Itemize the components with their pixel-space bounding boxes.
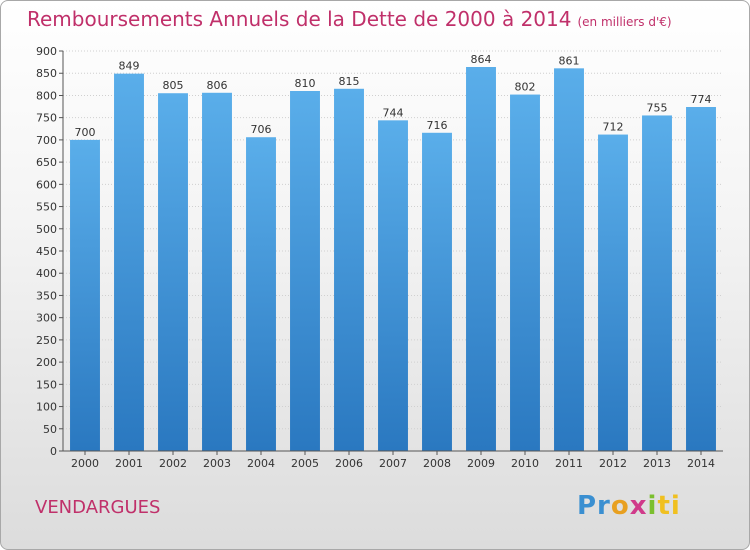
axis-layer: 0 50 100 150 200 250 300 350 400 450 500 550 600 650 7… xyxy=(36,45,723,470)
x-tick-label: 2003 xyxy=(203,457,231,470)
y-tick-label: 650 xyxy=(36,156,57,169)
x-tick-label: 2014 xyxy=(687,457,715,470)
bar xyxy=(466,67,496,451)
logo-part-5: ti xyxy=(657,491,681,521)
commune-name: VENDARGUES xyxy=(35,497,161,518)
x-tick-label: 2012 xyxy=(599,457,627,470)
y-tick-label: 900 xyxy=(36,45,57,58)
bar xyxy=(202,92,232,452)
bar xyxy=(554,68,584,451)
chart-subtitle: (en milliers d'€) xyxy=(577,15,672,29)
x-tick-label: 2011 xyxy=(555,457,583,470)
bar xyxy=(334,88,364,452)
chart-title: Remboursements Annuels de la Dette de 20… xyxy=(27,7,672,31)
bar xyxy=(598,134,628,452)
y-tick-label: 300 xyxy=(36,312,57,325)
y-tick-label: 250 xyxy=(36,334,57,347)
chart-title-text: Remboursements Annuels de la Dette de 20… xyxy=(27,7,572,31)
bar-layer: 700 849 805 806 706 810 815 744 716 864 802 861 712 7… xyxy=(70,53,716,452)
logo-part-4: i xyxy=(647,491,658,521)
x-tick-label: 2007 xyxy=(379,457,407,470)
y-tick-label: 200 xyxy=(36,356,57,369)
bar-value-label: 810 xyxy=(295,77,316,90)
bar-value-label: 861 xyxy=(559,54,580,67)
bar xyxy=(70,139,100,451)
bar-value-label: 849 xyxy=(119,60,140,73)
bar-value-label: 806 xyxy=(207,79,228,92)
x-tick-label: 2006 xyxy=(335,457,363,470)
y-tick-label: 850 xyxy=(36,67,57,80)
x-tick-label: 2008 xyxy=(423,457,451,470)
y-tick-label: 350 xyxy=(36,289,57,302)
bar xyxy=(290,91,320,451)
bar-value-label: 744 xyxy=(383,106,404,119)
bar-value-label: 716 xyxy=(427,119,448,132)
bar xyxy=(686,107,716,451)
x-tick-label: 2010 xyxy=(511,457,539,470)
x-tick-label: 2001 xyxy=(115,457,143,470)
bar-value-label: 706 xyxy=(251,123,272,136)
bar xyxy=(114,73,144,452)
logo-part-1: Pr xyxy=(577,491,611,521)
bar xyxy=(510,94,540,452)
y-tick-label: 100 xyxy=(36,401,57,414)
y-tick-label: 400 xyxy=(36,267,57,280)
x-tick-label: 2009 xyxy=(467,457,495,470)
bar-value-label: 802 xyxy=(515,81,536,94)
x-tick-label: 2013 xyxy=(643,457,671,470)
y-tick-label: 500 xyxy=(36,223,57,236)
bar-value-label: 712 xyxy=(603,121,624,134)
logo-part-2: o xyxy=(610,491,630,521)
bar xyxy=(246,137,276,451)
x-tick-label: 2005 xyxy=(291,457,319,470)
y-tick-label: 450 xyxy=(36,245,57,258)
y-tick-label: 600 xyxy=(36,178,57,191)
bar-value-label: 864 xyxy=(471,53,492,66)
y-tick-label: 750 xyxy=(36,112,57,125)
y-tick-label: 50 xyxy=(43,423,57,436)
logo-part-3: x xyxy=(629,491,648,521)
bar xyxy=(642,115,672,451)
y-tick-label: 550 xyxy=(36,201,57,214)
bar xyxy=(378,120,408,451)
y-tick-label: 700 xyxy=(36,134,57,147)
x-tick-label: 2004 xyxy=(247,457,275,470)
x-tick-label: 2002 xyxy=(159,457,187,470)
bar xyxy=(422,132,452,451)
bar-value-label: 755 xyxy=(647,101,668,114)
x-tick-label: 2000 xyxy=(71,457,99,470)
y-tick-label: 0 xyxy=(50,445,57,458)
bar-value-label: 774 xyxy=(691,93,712,106)
y-tick-label: 150 xyxy=(36,378,57,391)
bar xyxy=(158,93,188,451)
bar-value-label: 815 xyxy=(339,75,360,88)
proxiti-logo: Proxiti xyxy=(577,491,681,521)
bar-value-label: 805 xyxy=(163,79,184,92)
y-tick-label: 800 xyxy=(36,89,57,102)
bar-value-label: 700 xyxy=(75,126,96,139)
